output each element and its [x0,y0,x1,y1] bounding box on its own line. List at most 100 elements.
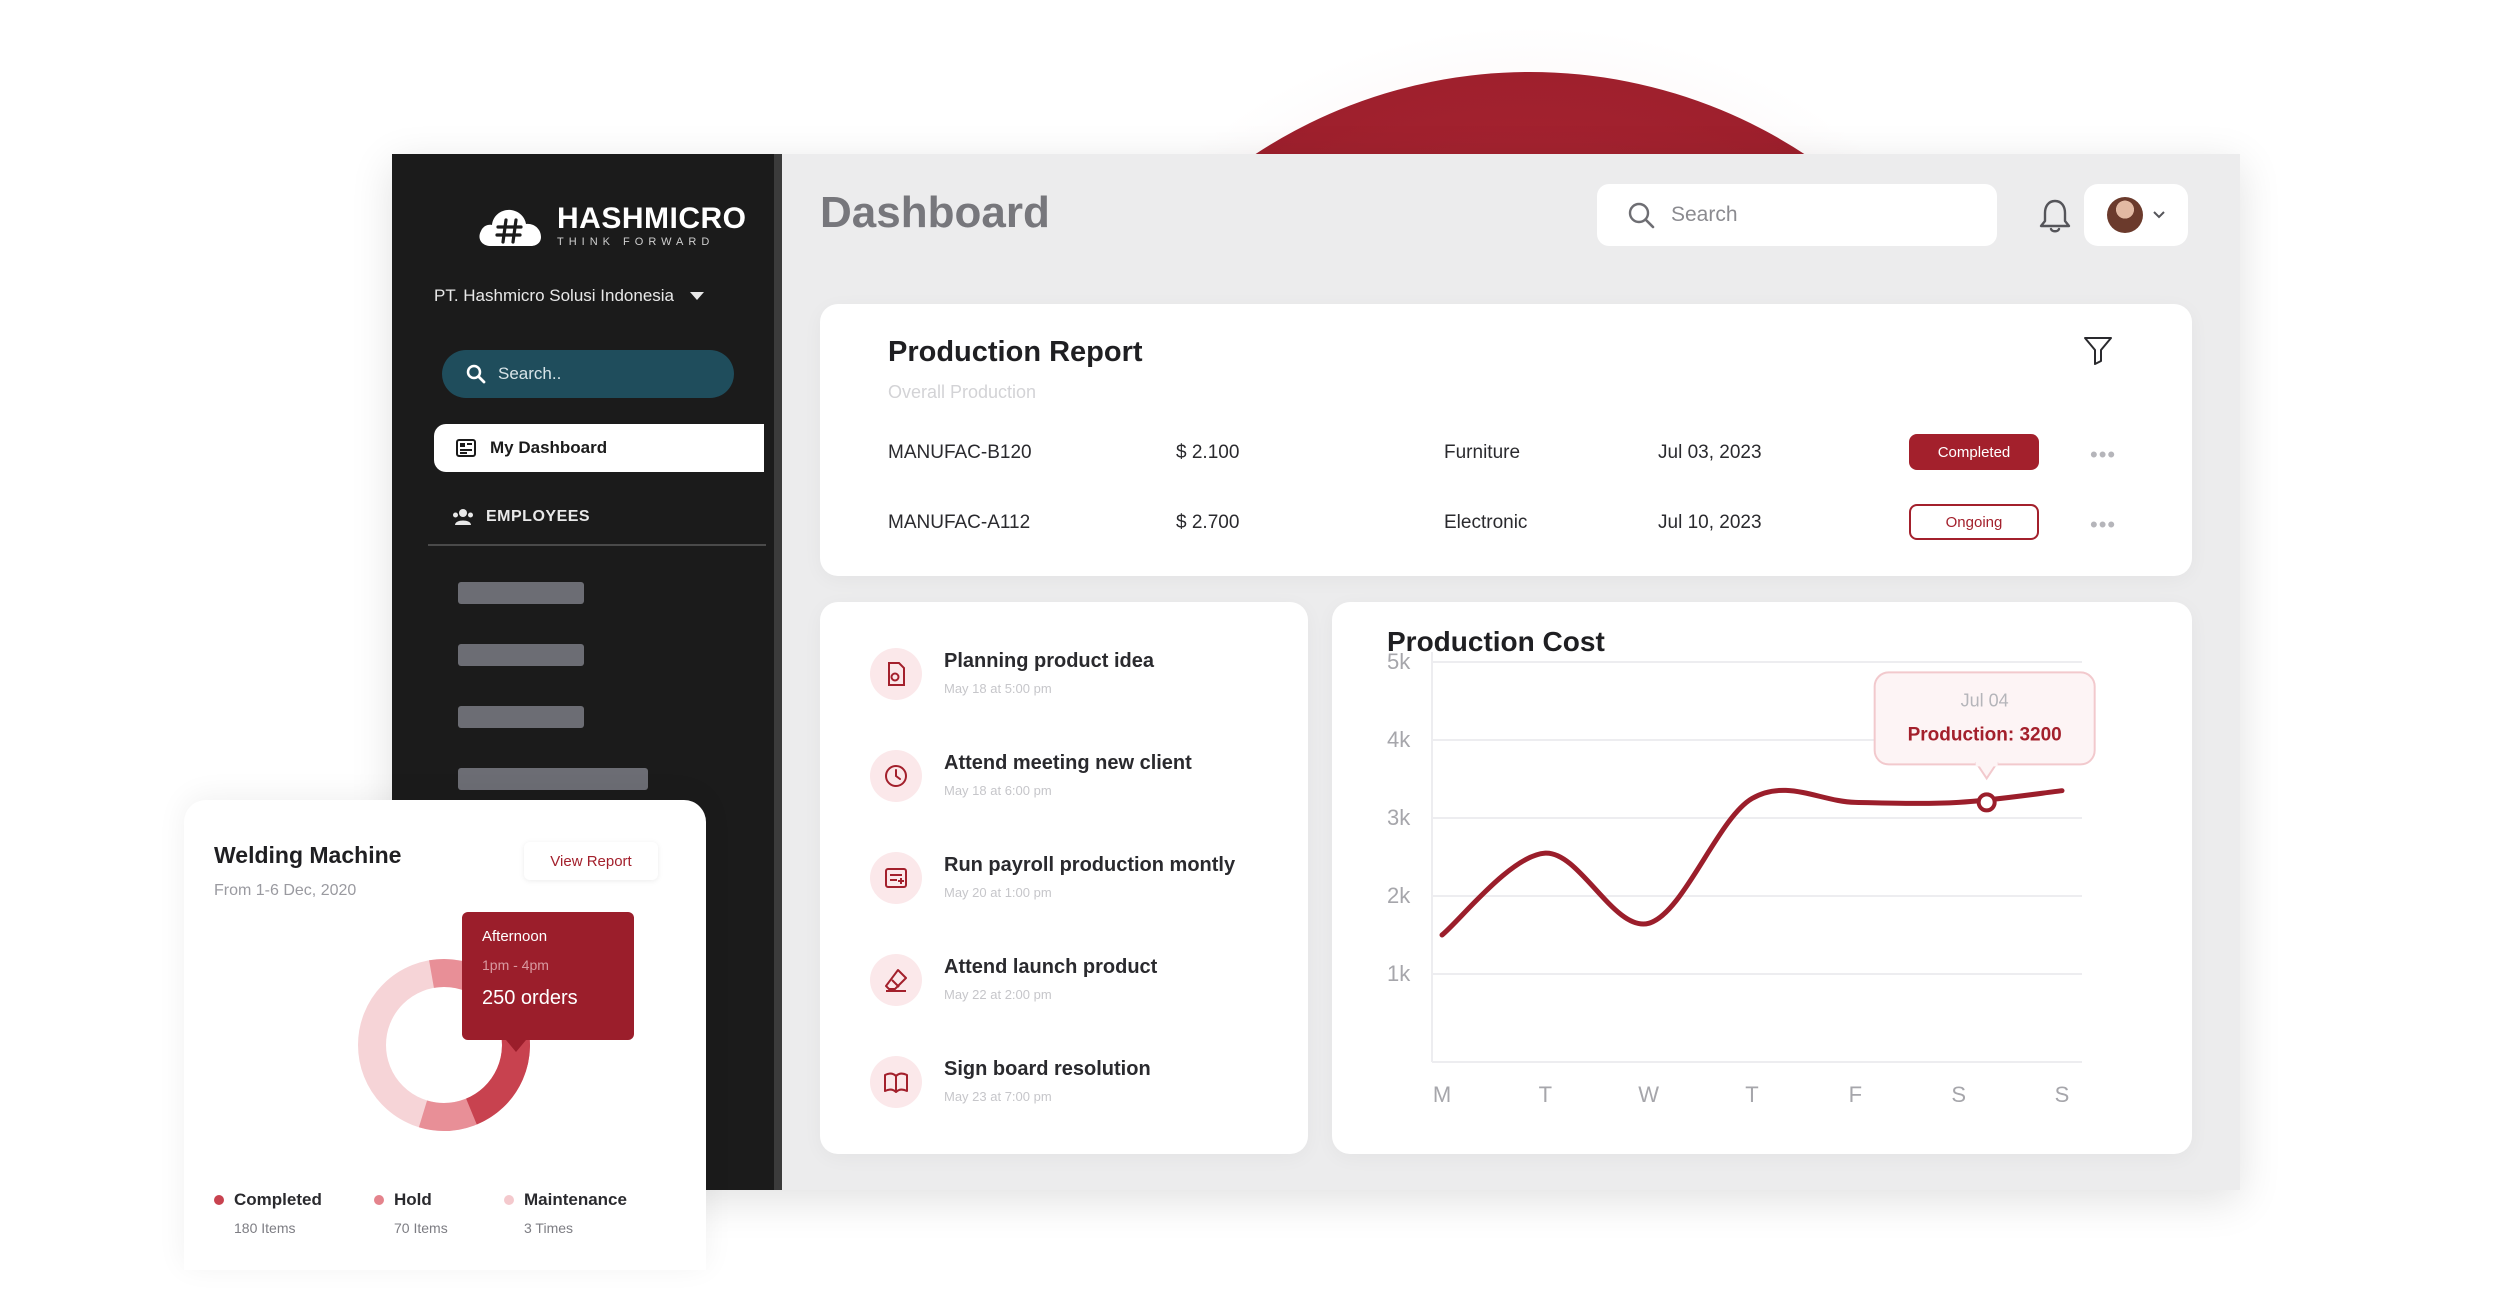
task-time: May 23 at 7:00 pm [944,1089,1052,1104]
x-tick-label: S [2055,1082,2070,1107]
tooltip-value: 250 orders [482,987,578,1009]
task-title: Sign board resolution [944,1058,1151,1080]
list-item[interactable]: Run payroll production montly May 20 at … [870,852,1235,904]
sidebar-item-my-dashboard[interactable]: My Dashboard [434,424,764,472]
production-cost-chart: 1k 2k 3k 4k 5k M T W T F S S Jul 04 Production: 3200 [1387,649,2096,1107]
logo[interactable]: HASHMICRO THINK FORWARD [477,202,747,250]
filter-icon[interactable] [2082,334,2114,366]
list-item[interactable]: Attend meeting new client May 18 at 6:00… [870,750,1192,802]
task-text: Planning product idea May 18 at 5:00 pm [944,648,1154,700]
legend-value: 180 Items [234,1220,296,1236]
chart-tooltip [1873,671,2096,766]
chart-tooltip-value: Production: 3200 [1908,724,2062,745]
task-title: Attend launch product [944,956,1158,978]
tooltip-time: 1pm - 4pm [482,957,549,973]
task-time: May 18 at 6:00 pm [944,783,1052,798]
y-tick-label: 1k [1387,961,1411,986]
highlight-point [1976,792,1997,813]
search-placeholder: Search [1671,203,1738,226]
y-tick-label: 4k [1387,727,1411,752]
production-category: Furniture [1444,442,1521,463]
tooltip-label: Afternoon [482,928,548,945]
sidebar-section-employees[interactable]: EMPLOYEES [452,508,590,526]
production-report-title: Production Report [888,336,1143,368]
status-badge: Ongoing [1909,504,2039,540]
task-icon-wrap [870,648,922,700]
production-report-subtitle: Overall Production [888,382,1037,402]
series-line [1439,787,2065,938]
page-title: Dashboard [820,188,1050,237]
cloud-hash-icon [479,209,541,246]
sidebar-item-placeholder[interactable] [458,706,584,728]
task-icon-wrap [870,954,922,1006]
sidebar-scrollbar[interactable] [774,154,782,1190]
x-tick-label: T [1745,1082,1758,1107]
more-icon[interactable]: ••• [2090,442,2117,467]
brand-name: HASHMICRO [557,202,747,235]
y-tick-label: 5k [1387,649,1411,674]
bell-icon[interactable] [2038,198,2072,234]
list-item[interactable]: Planning product idea May 18 at 5:00 pm [870,648,1154,700]
production-date: Jul 03, 2023 [1658,442,1762,463]
sidebar-search-placeholder: Search.. [498,364,562,383]
task-text: Attend meeting new client May 18 at 6:00… [944,750,1192,802]
legend-label: Hold [394,1190,432,1209]
sidebar-search[interactable]: Search.. [442,350,734,398]
sidebar-item-placeholder[interactable] [458,644,584,666]
legend-dot [374,1195,384,1205]
table-row[interactable]: MANUFAC-B120 $ 2.100 Furniture Jul 03, 2… [820,434,2192,474]
task-text: Sign board resolution May 23 at 7:00 pm [944,1056,1151,1108]
eraser-icon [885,969,907,992]
task-icon-wrap [870,1056,922,1108]
logo-text: HASHMICRO THINK FORWARD [557,202,747,249]
production-code: MANUFAC-A112 [888,512,1031,533]
sidebar-item-placeholder[interactable] [458,582,584,604]
x-tick-label: M [1433,1082,1451,1107]
dashboard-icon [456,439,476,457]
production-date: Jul 10, 2023 [1658,512,1762,533]
chart-tooltip-date: Jul 04 [1961,690,2009,710]
donut-tooltip: Afternoon 1pm - 4pm 250 orders [462,912,634,1052]
company-name: PT. Hashmicro Solusi Indonesia [434,286,675,305]
legend-item: Completed 180 Items [214,1190,322,1236]
list-item[interactable]: Sign board resolution May 23 at 7:00 pm [870,1056,1151,1108]
legend-label: Maintenance [524,1190,627,1209]
legend-value: 70 Items [394,1220,448,1236]
task-time: May 22 at 2:00 pm [944,987,1052,1002]
task-text: Run payroll production montly May 20 at … [944,852,1235,904]
brand-tagline: THINK FORWARD [557,236,715,248]
y-tick-label: 2k [1387,883,1411,908]
welding-subtitle: From 1-6 Dec, 2020 [214,882,357,899]
document-icon [888,662,905,686]
user-menu[interactable] [2084,184,2188,246]
list-item[interactable]: Attend launch product May 22 at 2:00 pm [870,954,1157,1006]
sidebar-item-placeholder[interactable] [458,768,648,790]
x-tick-label: W [1638,1082,1659,1107]
legend-dot [504,1195,514,1205]
legend-item: Maintenance 3 Times [504,1190,627,1236]
view-report-button[interactable]: View Report [524,842,658,880]
more-icon[interactable]: ••• [2090,512,2117,537]
company-selector[interactable]: PT. Hashmicro Solusi Indonesia [434,286,705,306]
task-list-card: Planning product idea May 18 at 5:00 pm … [820,602,1308,1154]
production-category: Electronic [1444,512,1528,533]
task-text: Attend launch product May 22 at 2:00 pm [944,954,1157,1006]
avatar [2107,197,2143,233]
production-report-card: Production Report Overall Production MAN… [820,304,2192,576]
chart-tooltip-mask [1975,760,1998,767]
search-input[interactable]: Search [1597,184,1997,246]
search-icon [1628,202,1655,229]
book-icon [884,1072,908,1093]
legend-dot [214,1195,224,1205]
sidebar-divider [428,544,766,546]
table-row[interactable]: MANUFAC-A112 $ 2.700 Electronic Jul 10, … [820,504,2192,544]
x-tick-label: S [1951,1082,1966,1107]
task-time: May 18 at 5:00 pm [944,681,1052,696]
search-icon [466,364,486,384]
production-cost-card: Production Cost 1k 2k 3k 4k 5k M T W T F S S Jul 04 P… [1332,602,2192,1154]
payroll-icon [885,868,907,888]
welding-machine-card: Welding Machine From 1-6 Dec, 2020 View … [184,800,706,1270]
task-time: May 20 at 1:00 pm [944,885,1052,900]
production-amount: $ 2.100 [1176,442,1240,463]
